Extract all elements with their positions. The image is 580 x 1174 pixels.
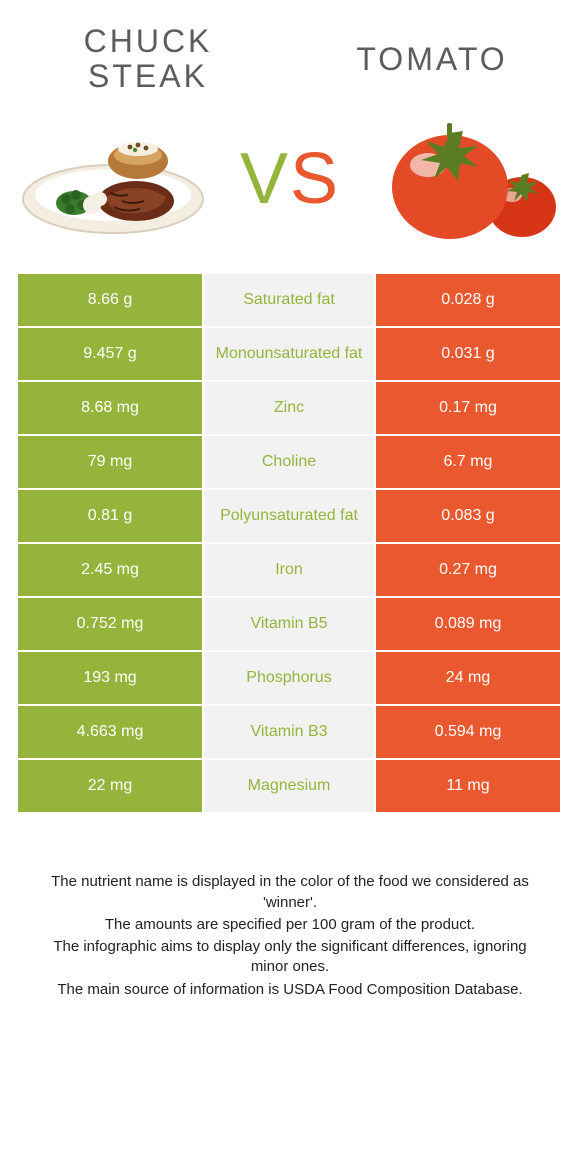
right-value: 0.594 mg: [376, 706, 560, 758]
left-value: 4.663 mg: [18, 706, 202, 758]
right-value: 0.028 g: [376, 274, 560, 326]
footnote-line: The amounts are specified per 100 gram o…: [40, 915, 540, 935]
nutrient-label: Iron: [204, 544, 374, 596]
nutrient-label: Polyunsaturated fat: [204, 490, 374, 542]
nutrient-row: 0.752 mgVitamin B50.089 mg: [18, 598, 562, 650]
right-food-image: [372, 114, 562, 244]
nutrient-row: 8.66 gSaturated fat0.028 g: [18, 274, 562, 326]
left-value: 9.457 g: [18, 328, 202, 380]
left-value: 0.752 mg: [18, 598, 202, 650]
right-value: 0.27 mg: [376, 544, 560, 596]
footnote-line: The nutrient name is displayed in the co…: [40, 872, 540, 913]
nutrient-row: 8.68 mgZinc0.17 mg: [18, 382, 562, 434]
tomato-icon: [372, 109, 562, 249]
right-value: 0.083 g: [376, 490, 560, 542]
nutrient-row: 22 mgMagnesium11 mg: [18, 760, 562, 812]
right-value: 0.089 mg: [376, 598, 560, 650]
nutrient-label: Saturated fat: [204, 274, 374, 326]
nutrient-label: Choline: [204, 436, 374, 488]
nutrient-label: Zinc: [204, 382, 374, 434]
footnote-line: The main source of information is USDA F…: [40, 980, 540, 1000]
left-value: 8.66 g: [18, 274, 202, 326]
vs-label: VS: [240, 138, 340, 220]
left-value: 79 mg: [18, 436, 202, 488]
left-value: 22 mg: [18, 760, 202, 812]
nutrient-label: Magnesium: [204, 760, 374, 812]
title-row: CHUCK STEAK TOMATO: [18, 24, 562, 104]
vs-s: S: [290, 138, 340, 220]
steak-plate-icon: [18, 119, 208, 239]
infographic-root: CHUCK STEAK TOMATO VS: [0, 0, 580, 1000]
nutrient-row: 79 mgCholine6.7 mg: [18, 436, 562, 488]
footnote-line: The infographic aims to display only the…: [40, 937, 540, 978]
right-value: 11 mg: [376, 760, 560, 812]
left-value: 0.81 g: [18, 490, 202, 542]
nutrient-row: 193 mgPhosphorus24 mg: [18, 652, 562, 704]
nutrient-row: 2.45 mgIron0.27 mg: [18, 544, 562, 596]
right-value: 24 mg: [376, 652, 560, 704]
nutrient-label: Monounsaturated fat: [204, 328, 374, 380]
left-food-image: [18, 114, 208, 244]
footnotes: The nutrient name is displayed in the co…: [18, 872, 562, 1000]
nutrient-label: Vitamin B5: [204, 598, 374, 650]
nutrient-row: 9.457 gMonounsaturated fat0.031 g: [18, 328, 562, 380]
right-value: 6.7 mg: [376, 436, 560, 488]
left-value: 8.68 mg: [18, 382, 202, 434]
right-value: 0.031 g: [376, 328, 560, 380]
images-row: VS: [18, 104, 562, 274]
nutrient-table: 8.66 gSaturated fat0.028 g9.457 gMonouns…: [18, 274, 562, 812]
nutrient-label: Phosphorus: [204, 652, 374, 704]
nutrient-row: 4.663 mgVitamin B30.594 mg: [18, 706, 562, 758]
vs-v: V: [240, 138, 290, 220]
right-value: 0.17 mg: [376, 382, 560, 434]
nutrient-label: Vitamin B3: [204, 706, 374, 758]
left-food-title: CHUCK STEAK: [48, 24, 248, 94]
right-food-title: TOMATO: [332, 42, 532, 77]
nutrient-row: 0.81 gPolyunsaturated fat0.083 g: [18, 490, 562, 542]
left-value: 193 mg: [18, 652, 202, 704]
left-value: 2.45 mg: [18, 544, 202, 596]
